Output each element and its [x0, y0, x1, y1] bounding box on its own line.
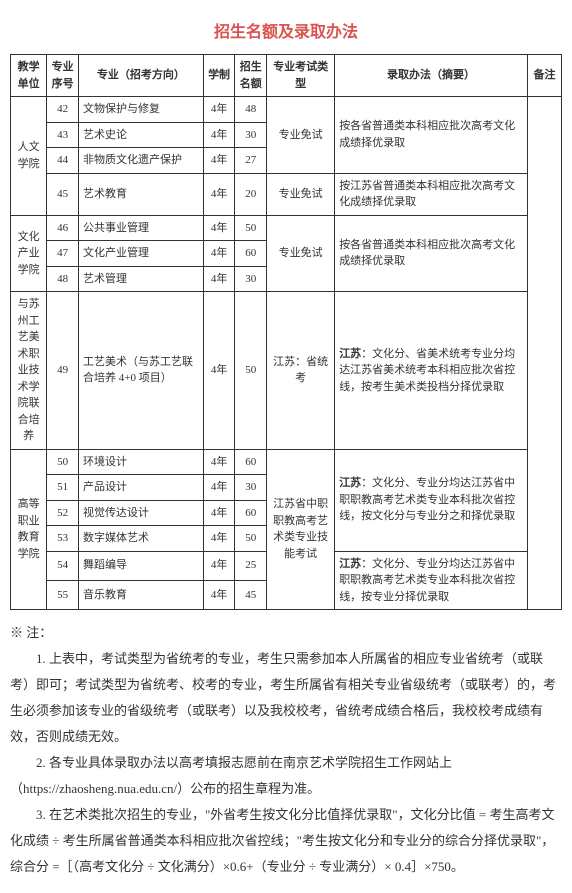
th-remark: 备注 — [527, 55, 561, 97]
cell-seq: 49 — [47, 292, 79, 450]
cell-major: 艺术管理 — [79, 266, 204, 292]
table-row: 人文学院42文物保护与修复4年48专业免试按各省普通类本科相应批次高考文化成绩择… — [11, 97, 562, 123]
cell-seq: 45 — [47, 173, 79, 215]
cell-seq: 48 — [47, 266, 79, 292]
cell-exam-type: 专业免试 — [267, 97, 335, 174]
cell-method: 按各省普通类本科相应批次高考文化成绩择优录取 — [335, 97, 528, 174]
cell-unit: 人文学院 — [11, 97, 47, 216]
page-title: 招生名额及录取办法 — [10, 18, 562, 42]
cell-quota: 60 — [235, 449, 267, 475]
cell-major: 产品设计 — [79, 475, 204, 501]
note-item: 2. 各专业具体录取办法以高考填报志愿前在南京艺术学院招生工作网站上（https… — [10, 750, 562, 802]
cell-duration: 4年 — [203, 580, 235, 609]
th-method: 录取办法（摘要） — [335, 55, 528, 97]
cell-duration: 4年 — [203, 122, 235, 148]
cell-method: 江苏：文化分、专业分均达江苏省中职职教高考艺术类专业本科批次省控线，按文化分与专… — [335, 449, 528, 551]
cell-method: 江苏：文化分、专业分均达江苏省中职职教高考艺术类专业本科批次省控线，按专业分择优… — [335, 551, 528, 610]
cell-duration: 4年 — [203, 97, 235, 123]
th-unit: 教学单位 — [11, 55, 47, 97]
cell-exam-type: 专业免试 — [267, 215, 335, 292]
cell-seq: 50 — [47, 449, 79, 475]
cell-method: 江苏：文化分、省美术统考专业分均达江苏省美术统考本科相应批次省控线，按考生美术类… — [335, 292, 528, 450]
th-dur: 学制 — [203, 55, 235, 97]
cell-seq: 52 — [47, 500, 79, 526]
cell-quota: 45 — [235, 580, 267, 609]
cell-seq: 54 — [47, 551, 79, 580]
notes-intro: ※ 注： — [10, 620, 562, 646]
cell-major: 艺术教育 — [79, 173, 204, 215]
table-header-row: 教学单位 专业序号 专业（招考方向） 学制 招生名额 专业考试类型 录取办法（摘… — [11, 55, 562, 97]
cell-seq: 42 — [47, 97, 79, 123]
cell-quota: 30 — [235, 122, 267, 148]
cell-exam-type: 江苏：省统考 — [267, 292, 335, 450]
th-major: 专业（招考方向） — [79, 55, 204, 97]
cell-duration: 4年 — [203, 215, 235, 241]
cell-major: 环境设计 — [79, 449, 204, 475]
th-quota: 招生名额 — [235, 55, 267, 97]
note-item: 3. 在艺术类批次招生的专业，"外省考生按文化分比值择优录取"，文化分比值 = … — [10, 802, 562, 880]
cell-duration: 4年 — [203, 266, 235, 292]
table-row: 高等职业教育学院50环境设计4年60江苏省中职职教高考艺术类专业技能考试江苏：文… — [11, 449, 562, 475]
cell-duration: 4年 — [203, 292, 235, 450]
cell-quota: 30 — [235, 475, 267, 501]
cell-quota: 50 — [235, 526, 267, 552]
cell-quota: 20 — [235, 173, 267, 215]
note-item: 1. 上表中，考试类型为省统考的专业，考生只需参加本人所属省的相应专业省统考（或… — [10, 646, 562, 750]
cell-major: 非物质文化遗产保护 — [79, 148, 204, 174]
cell-unit: 高等职业教育学院 — [11, 449, 47, 610]
cell-unit: 与苏州工艺美术职业技术学院联合培养 — [11, 292, 47, 450]
cell-remark — [527, 97, 561, 610]
cell-quota: 60 — [235, 241, 267, 267]
table-row: 文化产业学院46公共事业管理4年50专业免试按各省普通类本科相应批次高考文化成绩… — [11, 215, 562, 241]
cell-major: 音乐教育 — [79, 580, 204, 609]
cell-seq: 46 — [47, 215, 79, 241]
cell-quota: 50 — [235, 215, 267, 241]
cell-major: 艺术史论 — [79, 122, 204, 148]
cell-quota: 60 — [235, 500, 267, 526]
cell-quota: 25 — [235, 551, 267, 580]
admission-table: 教学单位 专业序号 专业（招考方向） 学制 招生名额 专业考试类型 录取办法（摘… — [10, 54, 562, 610]
cell-exam-type: 专业免试 — [267, 173, 335, 215]
cell-seq: 43 — [47, 122, 79, 148]
cell-duration: 4年 — [203, 475, 235, 501]
cell-duration: 4年 — [203, 551, 235, 580]
cell-duration: 4年 — [203, 526, 235, 552]
cell-seq: 51 — [47, 475, 79, 501]
th-seq: 专业序号 — [47, 55, 79, 97]
cell-major: 公共事业管理 — [79, 215, 204, 241]
th-exam: 专业考试类型 — [267, 55, 335, 97]
cell-method: 按江苏省普通类本科相应批次高考文化成绩择优录取 — [335, 173, 528, 215]
cell-quota: 50 — [235, 292, 267, 450]
cell-duration: 4年 — [203, 500, 235, 526]
cell-duration: 4年 — [203, 241, 235, 267]
cell-major: 文化产业管理 — [79, 241, 204, 267]
cell-unit: 文化产业学院 — [11, 215, 47, 292]
cell-quota: 27 — [235, 148, 267, 174]
cell-seq: 44 — [47, 148, 79, 174]
cell-major: 视觉传达设计 — [79, 500, 204, 526]
table-row: 与苏州工艺美术职业技术学院联合培养49工艺美术（与苏工艺联合培养 4+0 项目）… — [11, 292, 562, 450]
cell-seq: 53 — [47, 526, 79, 552]
cell-seq: 55 — [47, 580, 79, 609]
cell-major: 文物保护与修复 — [79, 97, 204, 123]
cell-seq: 47 — [47, 241, 79, 267]
cell-major: 工艺美术（与苏工艺联合培养 4+0 项目） — [79, 292, 204, 450]
cell-method: 按各省普通类本科相应批次高考文化成绩择优录取 — [335, 215, 528, 292]
cell-major: 舞蹈编导 — [79, 551, 204, 580]
cell-quota: 30 — [235, 266, 267, 292]
cell-duration: 4年 — [203, 173, 235, 215]
cell-major: 数字媒体艺术 — [79, 526, 204, 552]
cell-duration: 4年 — [203, 449, 235, 475]
cell-duration: 4年 — [203, 148, 235, 174]
cell-exam-type: 江苏省中职职教高考艺术类专业技能考试 — [267, 449, 335, 610]
cell-quota: 48 — [235, 97, 267, 123]
notes-section: ※ 注： 1. 上表中，考试类型为省统考的专业，考生只需参加本人所属省的相应专业… — [10, 620, 562, 880]
table-row: 45艺术教育4年20专业免试按江苏省普通类本科相应批次高考文化成绩择优录取 — [11, 173, 562, 215]
